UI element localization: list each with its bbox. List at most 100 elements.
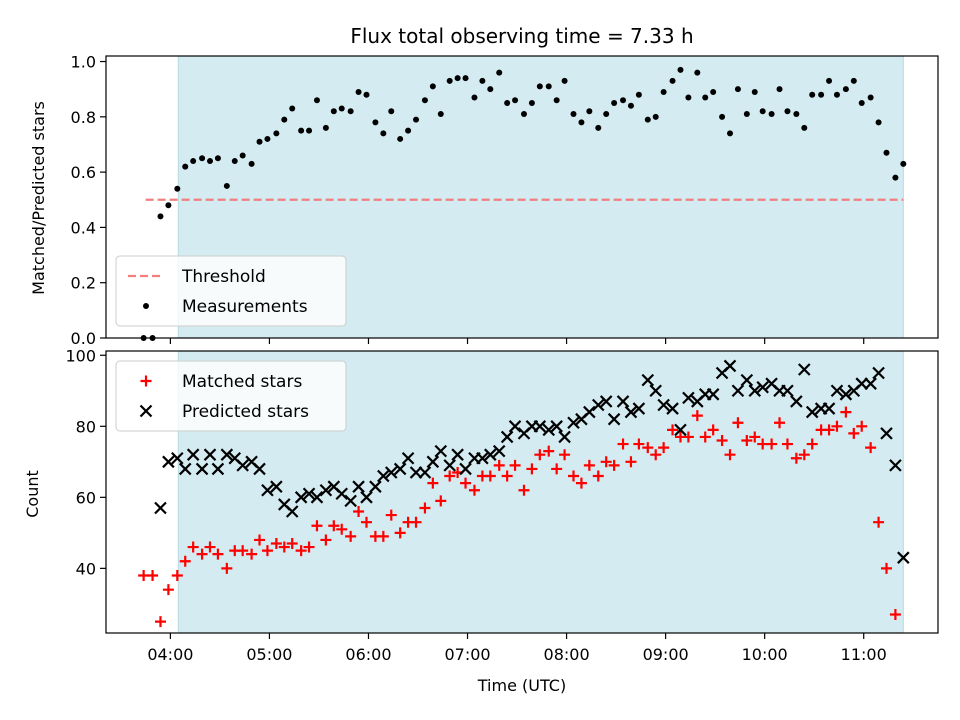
data-point: [669, 77, 676, 84]
data-point: [171, 451, 184, 465]
data-point: [434, 444, 448, 458]
data-point: [607, 412, 621, 426]
data-point: [627, 102, 634, 109]
data-point: [311, 520, 323, 532]
data-point: [460, 477, 472, 489]
data-point: [699, 431, 711, 443]
data-point: [880, 427, 893, 440]
data-point: [221, 562, 233, 574]
data-point: [286, 537, 298, 549]
data-point: [790, 395, 803, 408]
data-point: [839, 388, 853, 401]
data-point: [533, 420, 547, 433]
series-dot: [140, 66, 907, 341]
data-point: [883, 149, 890, 156]
data-point: [748, 384, 762, 398]
data-point: [462, 75, 469, 82]
data-point: [363, 91, 370, 98]
data-point: [380, 130, 387, 137]
data-point: [583, 459, 595, 471]
data-point: [484, 448, 497, 461]
data-point: [642, 442, 654, 454]
data-point: [650, 449, 662, 461]
data-point: [405, 127, 412, 134]
data-point: [246, 548, 258, 560]
data-point: [319, 483, 333, 497]
data-point: [694, 69, 701, 76]
data-point: [649, 384, 662, 398]
axes-frame: [105, 55, 939, 339]
x-tick-label: 09:00: [643, 645, 689, 664]
count-y-axis-title: Count: [23, 470, 42, 518]
legend: Threshold Measurements: [115, 255, 347, 327]
data-point: [798, 449, 810, 461]
data-point: [550, 420, 563, 433]
data-point: [586, 108, 593, 115]
legend-box: [115, 255, 347, 327]
data-point: [809, 91, 816, 98]
data-point: [751, 88, 758, 95]
data-point: [889, 609, 901, 621]
data-point: [190, 158, 197, 165]
data-point: [732, 417, 744, 429]
data-point: [187, 541, 199, 553]
data-point: [620, 97, 627, 104]
data-point: [294, 491, 308, 504]
data-point: [492, 444, 506, 458]
y-tick-label: 0.4: [71, 218, 96, 237]
data-point: [774, 417, 786, 429]
legend-label: Predicted stars: [182, 402, 309, 422]
data-point: [798, 363, 811, 376]
data-point: [545, 83, 552, 90]
data-point: [850, 77, 857, 84]
data-point: [479, 77, 486, 84]
data-point: [310, 491, 324, 504]
count-panel: 40 60 80 100 04:00 05:00 06:00 07:00 08:00 09:00 1…: [65, 346, 939, 664]
data-point: [818, 91, 825, 98]
data-point: [171, 569, 183, 581]
data-point: [298, 127, 305, 134]
y-tick-label: 0.2: [71, 274, 96, 293]
data-point: [727, 130, 733, 137]
data-point: [303, 541, 315, 553]
data-point: [674, 423, 687, 437]
data-point: [220, 448, 234, 461]
legend-label: Threshold: [181, 267, 266, 287]
data-point: [335, 487, 349, 501]
data-point: [570, 111, 577, 118]
data-point: [426, 455, 440, 469]
data-point: [427, 477, 439, 489]
data-point: [236, 459, 249, 472]
data-point: [435, 495, 447, 507]
data-point: [500, 430, 514, 444]
data-point: [203, 448, 217, 461]
series-plus: [138, 407, 901, 628]
data-point: [534, 449, 546, 461]
data-point: [702, 94, 709, 101]
data-point: [559, 449, 571, 461]
data-point: [429, 83, 436, 90]
data-point: [320, 534, 332, 546]
data-point: [451, 448, 464, 461]
data-point: [509, 459, 521, 471]
x-tick-label: 06:00: [345, 645, 391, 664]
data-point: [278, 541, 290, 553]
data-point: [611, 100, 618, 106]
data-point: [476, 451, 489, 465]
data-point: [892, 174, 899, 181]
data-point: [261, 483, 274, 497]
data-point: [526, 463, 538, 475]
data-point: [855, 377, 869, 390]
data-point: [322, 124, 329, 131]
data-point: [625, 456, 637, 468]
data-point: [504, 100, 511, 106]
data-point: [484, 470, 496, 482]
data-point: [355, 88, 362, 95]
data-point: [551, 463, 563, 475]
data-point: [195, 462, 209, 476]
data-point: [632, 402, 646, 415]
data-point: [182, 163, 189, 170]
data-point: [724, 449, 736, 461]
data-point: [710, 88, 717, 95]
axes-frame: [105, 350, 939, 634]
